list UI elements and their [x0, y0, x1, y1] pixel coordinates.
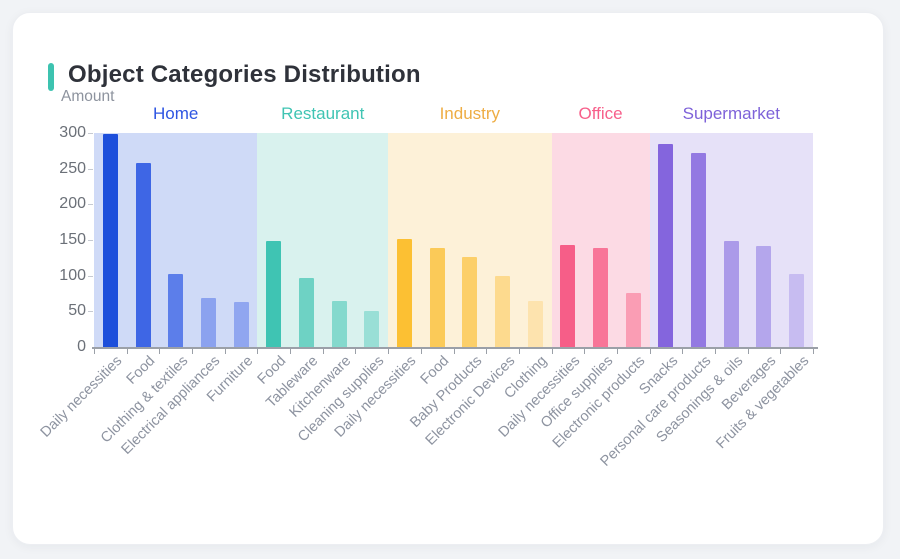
- x-axis-tick-mark: [257, 348, 259, 354]
- x-axis-tick-mark: [682, 348, 684, 354]
- x-axis-tick-mark: [486, 348, 488, 354]
- group-label-office: Office: [578, 104, 623, 123]
- y-axis-tick-label: 300: [59, 124, 86, 141]
- bar-kitchenware: [331, 300, 347, 347]
- y-axis-tick-mark: [88, 204, 93, 206]
- x-axis-tick-mark: [388, 348, 390, 354]
- x-axis-tick-mark: [551, 348, 553, 354]
- bar-beverages: [756, 246, 772, 347]
- x-axis-line: [92, 347, 818, 349]
- x-axis-tick-mark: [649, 348, 651, 354]
- x-axis-tick-mark: [159, 348, 161, 354]
- x-axis-tick-mark: [584, 348, 586, 354]
- bar-snacks: [658, 143, 674, 347]
- bar-furniture: [233, 302, 249, 347]
- bar-daily-necessities: [560, 244, 576, 347]
- x-axis-tick-mark: [290, 348, 292, 354]
- x-axis-tick-mark: [94, 348, 95, 354]
- bar-personal-care-products: [691, 152, 707, 347]
- x-axis-tick-mark: [420, 348, 422, 354]
- page-title: Object Categories Distribution: [68, 61, 421, 88]
- bar-clothing-textiles: [168, 274, 184, 347]
- y-axis-tick-mark: [88, 240, 93, 241]
- y-axis-tick-mark: [88, 275, 93, 277]
- bar-daily-necessities: [102, 134, 118, 347]
- bar-electrical-appliances: [200, 298, 216, 347]
- y-axis-title: Amount: [61, 88, 115, 105]
- x-axis-tick-mark: [518, 348, 520, 354]
- bar-food: [266, 240, 282, 347]
- bar-clothing: [527, 301, 543, 347]
- x-axis-tick-mark: [616, 348, 618, 354]
- bar-daily-necessities: [396, 239, 412, 347]
- x-axis-tick-mark: [780, 348, 782, 354]
- y-axis-tick-mark: [88, 133, 93, 134]
- bar-fruits-vegetables: [789, 274, 805, 347]
- bar-tableware: [298, 277, 314, 347]
- group-label-restaurant: Restaurant: [281, 104, 365, 123]
- y-axis-tick-mark: [88, 311, 93, 313]
- title-accent-bar: [48, 63, 54, 91]
- y-axis-tick-label: 250: [59, 159, 86, 177]
- x-axis-tick-mark: [813, 348, 814, 354]
- group-label-industry: Industry: [439, 104, 501, 123]
- bar-baby-products: [462, 257, 478, 347]
- bar-seasonings-oils: [723, 240, 739, 347]
- x-axis-tick-mark: [224, 348, 226, 354]
- bar-office-supplies: [593, 247, 609, 347]
- bar-electronic-devices: [495, 275, 511, 347]
- y-axis-tick-label: 150: [59, 231, 86, 248]
- x-axis-tick-mark: [747, 348, 749, 354]
- bar-electronic-products: [625, 292, 641, 347]
- y-axis-tick-label: 50: [68, 302, 86, 320]
- x-axis-tick-mark: [355, 348, 357, 354]
- x-axis-tick-mark: [714, 348, 716, 354]
- group-label-supermarket: Supermarket: [682, 104, 780, 123]
- x-axis-tick-mark: [192, 348, 194, 354]
- x-axis-tick-mark: [453, 348, 455, 354]
- y-axis-tick-label: 200: [59, 195, 86, 213]
- x-axis-tick-mark: [322, 348, 324, 354]
- bar-food: [135, 162, 151, 347]
- bar-food: [429, 247, 445, 347]
- y-axis-tick-label: 100: [59, 266, 86, 284]
- bar-cleaning-supplies: [364, 310, 380, 347]
- group-label-home: Home: [153, 104, 199, 123]
- y-axis-tick-mark: [88, 168, 93, 170]
- y-axis-tick-label: 0: [77, 338, 86, 355]
- x-axis-tick-mark: [126, 348, 128, 354]
